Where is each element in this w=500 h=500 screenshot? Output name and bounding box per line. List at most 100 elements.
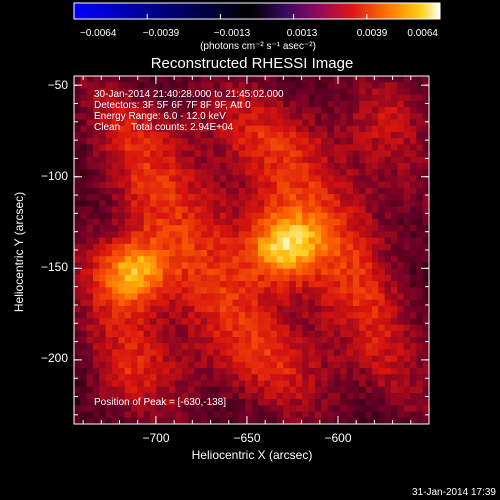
heatmap-cell bbox=[143, 107, 151, 114]
heatmap-cell bbox=[124, 206, 132, 214]
heatmap-cell bbox=[378, 187, 386, 195]
heatmap-cell bbox=[289, 330, 297, 338]
heatmap-cell bbox=[378, 349, 386, 357]
heatmap-cell bbox=[200, 131, 208, 139]
heatmap-cell bbox=[86, 343, 94, 351]
heatmap-cell bbox=[169, 119, 177, 127]
heatmap-cell bbox=[289, 243, 297, 251]
heatmap-cell bbox=[124, 181, 132, 189]
heatmap-cell bbox=[289, 411, 297, 419]
heatmap-cell bbox=[308, 361, 316, 369]
heatmap-cell bbox=[397, 107, 405, 114]
heatmap-cell bbox=[137, 399, 145, 406]
heatmap-cell bbox=[238, 138, 246, 145]
heatmap-cell bbox=[213, 237, 221, 245]
heatmap-cell bbox=[289, 181, 297, 189]
heatmap-cell bbox=[422, 125, 429, 133]
heatmap-cell bbox=[416, 399, 424, 406]
heatmap-cell bbox=[308, 312, 316, 319]
heatmap-cell bbox=[213, 305, 221, 313]
heatmap-cell bbox=[276, 218, 284, 226]
heatmap-cell bbox=[112, 144, 119, 152]
heatmap-cell bbox=[226, 374, 234, 382]
heatmap-cell bbox=[213, 131, 221, 139]
heatmap-cell bbox=[80, 144, 88, 152]
heatmap-cell bbox=[175, 287, 183, 295]
heatmap-cell bbox=[238, 187, 246, 195]
heatmap-cell bbox=[257, 76, 265, 83]
heatmap-cell bbox=[321, 324, 329, 332]
heatmap-cell bbox=[371, 386, 379, 394]
heatmap-cell bbox=[371, 312, 379, 319]
heatmap-cell bbox=[143, 299, 151, 307]
heatmap-cell bbox=[105, 293, 113, 301]
heatmap-cell bbox=[232, 349, 240, 357]
heatmap-cell bbox=[194, 144, 202, 152]
heatmap-cell bbox=[289, 355, 297, 363]
heatmap-cell bbox=[333, 355, 341, 363]
heatmap-cell bbox=[359, 156, 367, 164]
heatmap-cell bbox=[245, 355, 253, 363]
heatmap-cell bbox=[99, 169, 107, 177]
heatmap-cell bbox=[238, 268, 246, 276]
heatmap-cell bbox=[245, 100, 253, 108]
heatmap-cell bbox=[308, 281, 316, 288]
heatmap-cell bbox=[99, 318, 107, 326]
heatmap-cell bbox=[137, 324, 145, 332]
heatmap-cell bbox=[175, 380, 183, 388]
heatmap-cell bbox=[232, 299, 240, 307]
heatmap-cell bbox=[346, 181, 354, 189]
heatmap-cell bbox=[340, 324, 348, 332]
heatmap-cell bbox=[295, 361, 303, 369]
heatmap-cell bbox=[276, 82, 284, 90]
heatmap-cell bbox=[131, 200, 138, 208]
heatmap-cell bbox=[112, 411, 119, 419]
heatmap-cell bbox=[150, 349, 158, 357]
heatmap-cell bbox=[333, 380, 341, 388]
heatmap-cell bbox=[359, 138, 367, 145]
heatmap-cell bbox=[150, 181, 158, 189]
heatmap-cell bbox=[333, 206, 341, 214]
heatmap-cell bbox=[232, 156, 240, 164]
heatmap-cell bbox=[270, 138, 278, 145]
heatmap-cell bbox=[378, 343, 386, 351]
heatmap-cell bbox=[194, 194, 202, 201]
heatmap-cell bbox=[169, 169, 177, 177]
heatmap-cell bbox=[352, 169, 360, 177]
heatmap-cell bbox=[143, 200, 151, 208]
heatmap-cell bbox=[112, 212, 119, 220]
heatmap-cell bbox=[283, 349, 291, 357]
heatmap-cell bbox=[118, 417, 126, 424]
heatmap-cell bbox=[105, 218, 113, 226]
heatmap-cell bbox=[333, 293, 341, 301]
heatmap-cell bbox=[302, 113, 310, 121]
heatmap-cell bbox=[181, 374, 189, 382]
heatmap-cell bbox=[232, 287, 240, 295]
heatmap-cell bbox=[276, 144, 284, 152]
heatmap-cell bbox=[333, 305, 341, 313]
heatmap-cell bbox=[327, 299, 335, 307]
heatmap-cell bbox=[283, 281, 291, 288]
heatmap-cell bbox=[188, 76, 196, 83]
heatmap-cell bbox=[137, 88, 145, 96]
heatmap-cell bbox=[422, 405, 429, 413]
heatmap-cell bbox=[321, 125, 329, 133]
heatmap-cell bbox=[327, 281, 335, 288]
heatmap-cell bbox=[162, 88, 170, 96]
heatmap-cell bbox=[238, 318, 246, 326]
heatmap-cell bbox=[188, 156, 196, 164]
heatmap-cell bbox=[150, 305, 158, 313]
heatmap-cell bbox=[352, 411, 360, 419]
heatmap-cell bbox=[276, 131, 284, 139]
heatmap-cell bbox=[118, 100, 126, 108]
heatmap-cell bbox=[93, 337, 100, 344]
heatmap-cell bbox=[409, 305, 417, 313]
heatmap-cell bbox=[251, 392, 259, 400]
heatmap-cell bbox=[131, 231, 138, 239]
heatmap-cell bbox=[283, 225, 291, 232]
heatmap-cell bbox=[245, 144, 253, 152]
heatmap-cell bbox=[207, 355, 215, 363]
heatmap-cell bbox=[200, 100, 208, 108]
heatmap-cell bbox=[397, 312, 405, 319]
heatmap-cell bbox=[238, 405, 246, 413]
